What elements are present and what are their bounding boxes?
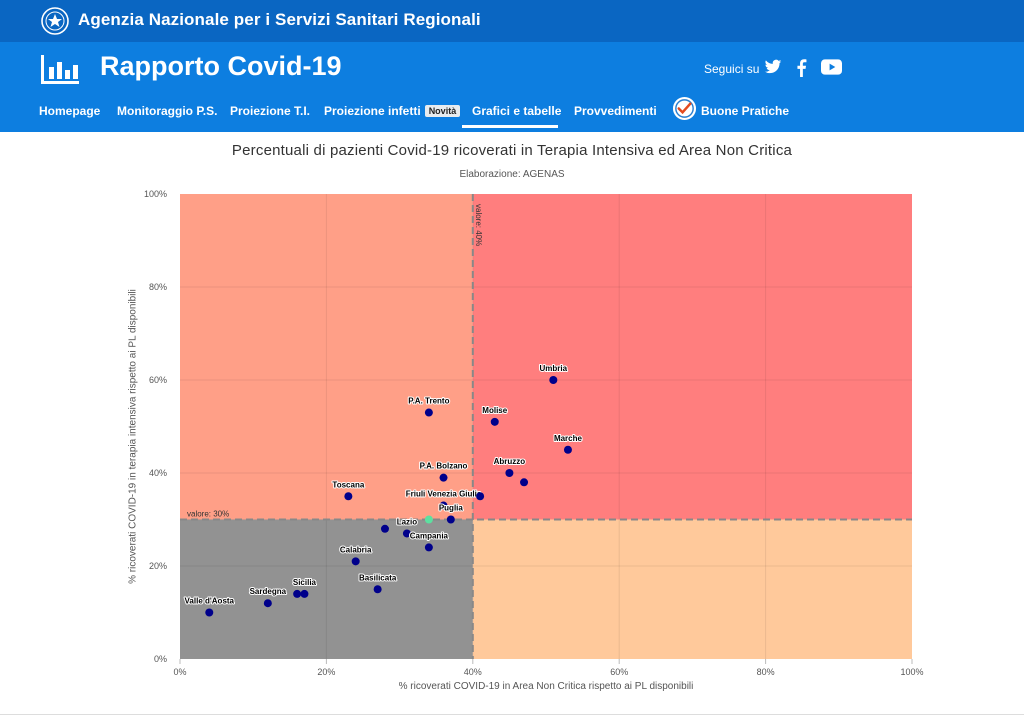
data-label: Umbria (540, 364, 568, 373)
data-label: P.A. Bolzano (420, 462, 468, 471)
data-label: Lazio (397, 517, 418, 526)
data-label: Sicilia (293, 578, 317, 587)
twitter-icon[interactable] (764, 59, 782, 75)
data-point[interactable] (424, 408, 433, 417)
data-label: Campania (410, 531, 449, 540)
data-point[interactable] (402, 529, 411, 538)
chart-title: Percentuali di pazienti Covid-19 ricover… (231, 142, 793, 159)
data-point[interactable] (300, 589, 309, 598)
zone-high-both (472, 194, 912, 520)
top-bar: Agenzia Nazionale per i Servizi Sanitari… (0, 0, 1024, 42)
main-nav: Homepage Monitoraggio P.S. Proiezione T.… (0, 94, 1024, 130)
y-tick-label: 20% (149, 561, 167, 571)
scatter-chart: 0% 20% 40% 60% 80% 100% 0% 20% 40% 60% 80% 100% valo… (0, 132, 1024, 717)
data-label: Calabria (340, 545, 372, 554)
scatter-chart-svg: 0% 20% 40% 60% 80% 100% 0% 20% 40% 60% 80% 100% valo… (144, 189, 924, 677)
data-point[interactable] (490, 417, 499, 426)
data-point[interactable] (439, 473, 448, 482)
nav-proiezione-ti[interactable]: Proiezione T.I. (230, 104, 311, 118)
active-tab-indicator (462, 125, 558, 128)
y-tick-label: 40% (149, 468, 167, 478)
facebook-icon[interactable] (796, 59, 807, 77)
data-point[interactable] (263, 599, 272, 608)
data-label: Abruzzo (494, 457, 526, 466)
app-title[interactable]: Rapporto Covid-19 (100, 51, 342, 81)
threshold-x-label: valore: 40% (474, 204, 483, 246)
data-point[interactable] (563, 445, 572, 454)
data-label: P.A. Trento (408, 397, 449, 406)
data-point[interactable] (293, 589, 302, 598)
bar-chart-logo-icon[interactable] (40, 53, 80, 85)
y-axis-label: % ricoverati COVID-19 in terapia intensi… (127, 289, 139, 584)
agency-name[interactable]: Agenzia Nazionale per i Servizi Sanitari… (78, 10, 481, 29)
nav-buone-pratiche[interactable]: Buone Pratiche (701, 104, 790, 118)
x-axis-label: % ricoverati COVID-19 in Area Non Critic… (398, 681, 694, 692)
x-tick-label: 100% (900, 667, 923, 677)
data-label: Basilicata (359, 573, 397, 582)
data-point[interactable] (439, 501, 448, 510)
threshold-y-label: valore: 30% (187, 510, 229, 519)
new-badge: Novità (424, 105, 461, 117)
y-tick-label: 0% (154, 654, 167, 664)
good-practice-check-icon[interactable] (672, 96, 697, 121)
data-point[interactable] (205, 608, 214, 617)
data-point[interactable] (351, 557, 360, 566)
zone-high-anc (472, 519, 912, 659)
data-label: Marche (554, 434, 583, 443)
data-label: Puglia (439, 504, 464, 513)
site-header: Rapporto Covid-19 Seguici su Homepage Mo… (0, 42, 1024, 132)
y-tick-label: 100% (144, 189, 167, 199)
data-label: Friuli Venezia Giulia (406, 490, 482, 499)
data-point[interactable] (380, 524, 389, 533)
nav-grafici-tabelle[interactable]: Grafici e tabelle (472, 104, 562, 118)
data-point[interactable] (476, 492, 485, 501)
data-label: Toscana (332, 480, 364, 489)
zone-high-ti (180, 194, 473, 520)
chart-subtitle: Elaborazione: AGENAS (459, 169, 565, 180)
divider (0, 714, 1024, 715)
data-point[interactable] (424, 543, 433, 552)
nav-provvedimenti[interactable]: Provvedimenti (574, 104, 657, 118)
x-tick-label: 0% (173, 667, 186, 677)
x-tick-label: 80% (757, 667, 775, 677)
nav-monitoraggio-ps[interactable]: Monitoraggio P.S. (117, 104, 218, 118)
republic-emblem-icon (41, 7, 69, 35)
nav-proiezione-infetti-label: Proiezione infetti (324, 104, 421, 118)
data-point[interactable] (549, 376, 558, 384)
data-point[interactable] (373, 585, 382, 594)
x-tick-label: 20% (317, 667, 335, 677)
data-point[interactable] (520, 478, 529, 487)
data-label: Sardegna (250, 587, 287, 596)
data-point[interactable] (505, 469, 514, 477)
youtube-icon[interactable] (821, 59, 842, 75)
follow-label: Seguici su (704, 62, 760, 76)
data-point[interactable] (344, 492, 353, 501)
data-label: Valle d'Aosta (185, 597, 235, 606)
zone-low (180, 519, 473, 659)
nav-proiezione-infetti[interactable]: Proiezione infetti Novità (324, 104, 461, 118)
nav-homepage[interactable]: Homepage (39, 104, 101, 118)
y-tick-label: 80% (149, 282, 167, 292)
data-point[interactable] (424, 515, 433, 524)
data-label: Molise (482, 406, 507, 415)
data-point[interactable] (446, 515, 455, 524)
x-tick-label: 60% (610, 667, 628, 677)
x-tick-label: 40% (464, 667, 482, 677)
y-tick-label: 60% (149, 375, 167, 385)
